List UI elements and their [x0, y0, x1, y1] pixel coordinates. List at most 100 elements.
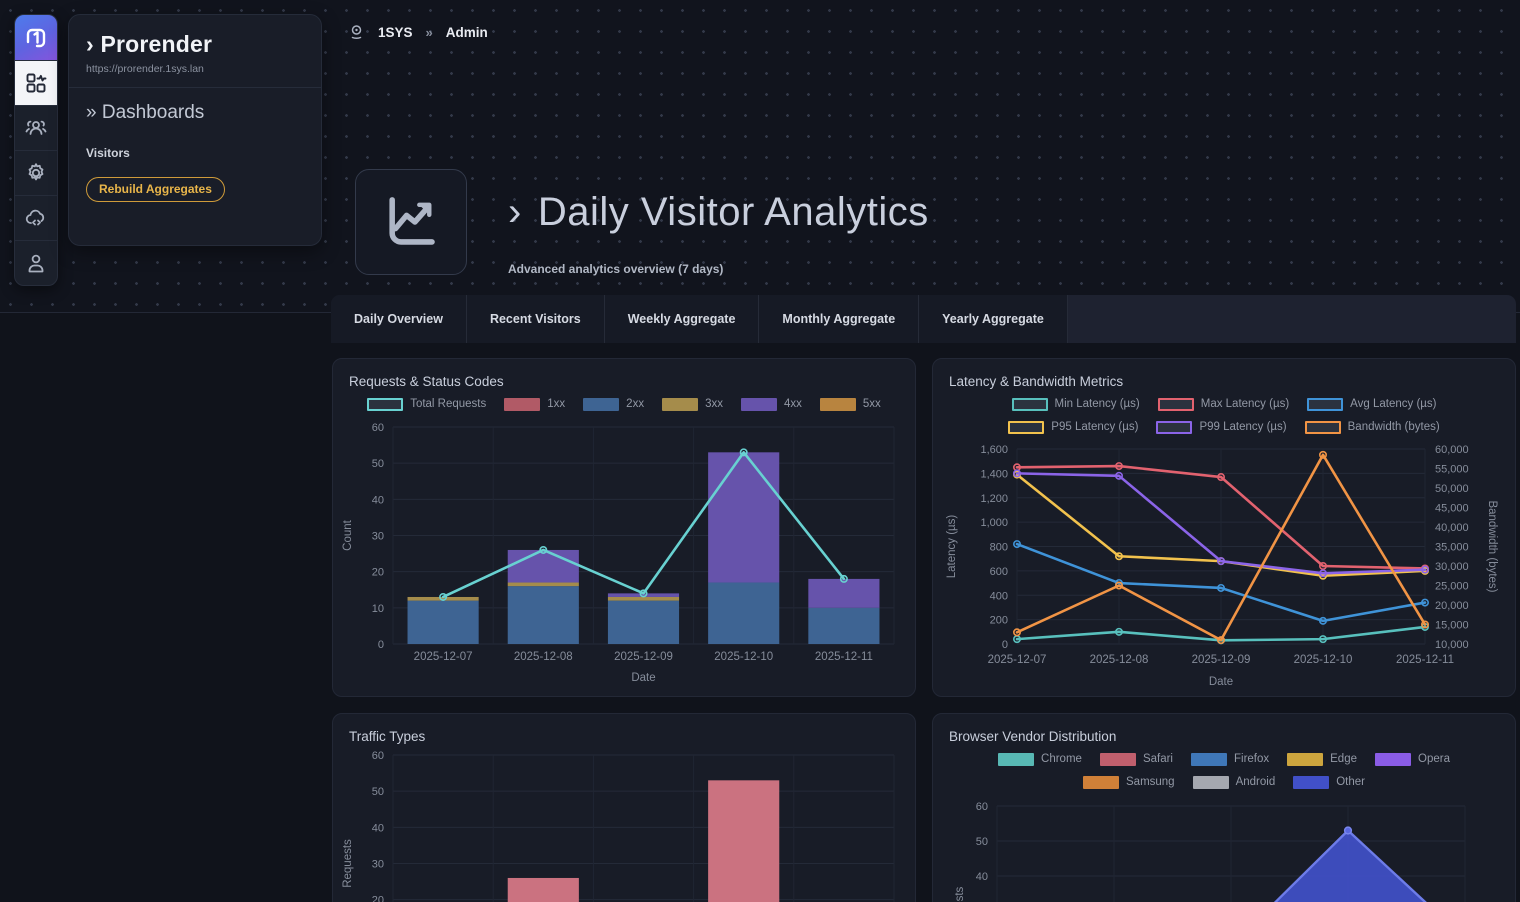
- legend-swatch: [1099, 752, 1136, 766]
- legend-row: Chrome Safari Firefox Edge Opera: [993, 748, 1455, 770]
- legend-label: Avg Latency (µs): [1350, 398, 1437, 410]
- legend-swatch: [1190, 752, 1227, 766]
- axis-tick-label: 60: [372, 422, 384, 434]
- legend-item-1xx[interactable]: 1xx: [499, 397, 570, 411]
- axis-tick-label: 50: [372, 458, 384, 470]
- app-title-link[interactable]: › Prorender: [86, 31, 213, 57]
- axis-tick-label: Bandwidth (bytes): [1486, 500, 1498, 592]
- latency_bandwidth-chart-canvas[interactable]: 0 200 400 600 800 1,000 1,200 1,400 1,600 2025-12…: [933, 438, 1516, 690]
- legend-label: 4xx: [783, 398, 802, 410]
- axis-tick-label: 20: [372, 567, 384, 579]
- sidebar-item-users[interactable]: [15, 105, 57, 150]
- axis-tick-label: 10: [372, 603, 384, 615]
- legend-label: Total Requests: [410, 398, 487, 410]
- page-title-chevron: ›: [508, 190, 522, 234]
- legend-item-max-latency-s-[interactable]: Max Latency (µs): [1153, 397, 1294, 411]
- sidebar-item-cloud-code[interactable]: [15, 195, 57, 240]
- dashboards-link[interactable]: » Dashboards: [86, 102, 205, 123]
- chart-title: Latency & Bandwidth Metrics: [949, 374, 1124, 389]
- legend-item-avg-latency-s-[interactable]: Avg Latency (µs): [1302, 397, 1441, 411]
- rebuild-aggregates-button[interactable]: Rebuild Aggregates: [86, 177, 225, 202]
- legend-item-other[interactable]: Other: [1288, 775, 1370, 789]
- legend-item-min-latency-s-[interactable]: Min Latency (µs): [1007, 397, 1145, 411]
- legend-label: P99 Latency (µs): [1199, 421, 1287, 433]
- legend-swatch: [819, 397, 856, 411]
- legend-item-safari[interactable]: Safari: [1095, 752, 1178, 766]
- axis-tick-label: 2025-12-09: [614, 651, 673, 663]
- legend-swatch: [1375, 752, 1411, 766]
- axis-tick-label: 30,000: [1435, 561, 1469, 573]
- legend-label: 1xx: [547, 398, 566, 410]
- page-subtitle: Advanced analytics overview (7 days): [508, 262, 724, 276]
- traffic_types-chart-canvas[interactable]: 01020304050602025-12-072025-12-082025-12…: [333, 748, 916, 902]
- browser_vendor-chart-canvas[interactable]: 01020304050602025-12-072025-12-082025-12…: [933, 793, 1516, 902]
- breadcrumb-root[interactable]: 1SYS: [378, 25, 413, 40]
- chart-legend: Total Requests 1xx 2xx 3xx 4xx 5xx: [333, 393, 915, 415]
- legend-item-p99-latency-s-[interactable]: P99 Latency (µs): [1151, 420, 1291, 434]
- legend-item-5xx[interactable]: 5xx: [815, 397, 886, 411]
- legend-label: Max Latency (µs): [1200, 398, 1290, 410]
- legend-swatch: [1192, 775, 1229, 789]
- legend-item-firefox[interactable]: Firefox: [1186, 752, 1274, 766]
- legend-label: Samsung: [1126, 776, 1175, 788]
- breadcrumb: 1SYS » Admin: [348, 24, 488, 41]
- legend-item-samsung[interactable]: Samsung: [1078, 775, 1180, 789]
- axis-tick-label: Date: [631, 672, 655, 684]
- tab-weekly-aggregate[interactable]: Weekly Aggregate: [604, 295, 760, 343]
- legend-swatch: [1156, 420, 1193, 434]
- legend-swatch: [1293, 775, 1330, 789]
- breadcrumb-current[interactable]: Admin: [445, 25, 488, 40]
- tab-daily-overview[interactable]: Daily Overview: [331, 295, 467, 343]
- axis-tick-label: 2025-12-07: [988, 654, 1047, 666]
- legend-swatch: [1287, 752, 1324, 766]
- axis-tick-label: Date: [1209, 676, 1233, 688]
- legend-label: Safari: [1142, 753, 1173, 765]
- axis-tick-label: 50: [372, 786, 384, 798]
- axis-tick-label: 40: [976, 871, 988, 883]
- axis-tick-label: 2025-12-08: [1090, 654, 1149, 666]
- sidebar-item-settings[interactable]: [15, 150, 57, 195]
- legend-row: Samsung Android Other: [1078, 771, 1370, 793]
- chart-legend: Chrome Safari Firefox Edge Opera Samsung Andro…: [933, 748, 1515, 793]
- legend-item-opera[interactable]: Opera: [1370, 752, 1455, 766]
- app-panel: › Prorender https://prorender.1sys.lan »…: [68, 14, 322, 246]
- legend-item-chrome[interactable]: Chrome: [993, 752, 1087, 766]
- location-pin-icon: [348, 24, 365, 41]
- axis-tick-label: 2025-12-08: [514, 651, 573, 663]
- app-url: https://prorender.1sys.lan: [86, 63, 204, 75]
- legend-item-android[interactable]: Android: [1188, 775, 1281, 789]
- axis-tick-label: 1,000: [980, 517, 1008, 529]
- legend-item-edge[interactable]: Edge: [1282, 752, 1362, 766]
- legend-item-bandwidth-bytes-[interactable]: Bandwidth (bytes): [1300, 420, 1445, 434]
- app-logo-icon[interactable]: [15, 15, 57, 60]
- legend-label: Android: [1235, 776, 1276, 788]
- axis-tick-label: 40: [372, 822, 384, 834]
- legend-item-4xx[interactable]: 4xx: [736, 397, 807, 411]
- legend-item-3xx[interactable]: 3xx: [657, 397, 728, 411]
- axis-tick-label: 30: [372, 859, 384, 871]
- tab-monthly-aggregate[interactable]: Monthly Aggregate: [759, 295, 920, 343]
- legend-swatch: [662, 397, 699, 411]
- requests_status-chart-canvas[interactable]: 0 10 20 30 40 50 60 2025-12-07 2025-12-08 2025-12…: [333, 415, 916, 688]
- axis-tick-label: 2025-12-07: [414, 651, 473, 663]
- tab-yearly-aggregate[interactable]: Yearly Aggregate: [919, 295, 1068, 343]
- sidebar-item-account[interactable]: [15, 240, 57, 285]
- sidebar-item-dashboards[interactable]: [15, 60, 57, 105]
- axis-tick-label: 25,000: [1435, 581, 1469, 593]
- axis-tick-label: 45,000: [1435, 503, 1469, 515]
- axis-tick-label: 0: [1002, 639, 1008, 651]
- legend-item-p95-latency-s-[interactable]: P95 Latency (µs): [1003, 420, 1143, 434]
- legend-label: Edge: [1330, 753, 1357, 765]
- tab-recent-visitors[interactable]: Recent Visitors: [466, 295, 605, 343]
- axis-tick-label: Latency (µs): [946, 515, 958, 579]
- legend-item-2xx[interactable]: 2xx: [578, 397, 649, 411]
- legend-label: Other: [1336, 776, 1365, 788]
- tab-bar: Daily Overview Recent Visitors Weekly Aggr…: [331, 295, 1516, 343]
- axis-tick-label: 800: [990, 542, 1008, 554]
- legend-label: 2xx: [626, 398, 645, 410]
- legend-item-total-requests[interactable]: Total Requests: [362, 397, 491, 411]
- axis-tick-label: Requests: [954, 886, 966, 902]
- axis-tick-label: 60,000: [1435, 444, 1469, 456]
- legend-swatch: [1307, 397, 1344, 411]
- legend-label: Firefox: [1233, 753, 1270, 765]
